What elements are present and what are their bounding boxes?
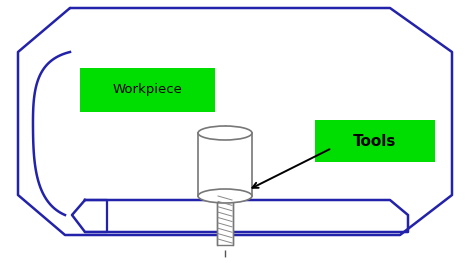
Text: Tools: Tools — [353, 134, 397, 149]
FancyBboxPatch shape — [80, 68, 215, 112]
FancyBboxPatch shape — [315, 120, 435, 162]
Polygon shape — [217, 196, 233, 245]
Text: Workpiece: Workpiece — [113, 83, 182, 97]
Polygon shape — [198, 133, 252, 196]
Ellipse shape — [198, 189, 252, 203]
Ellipse shape — [198, 126, 252, 140]
